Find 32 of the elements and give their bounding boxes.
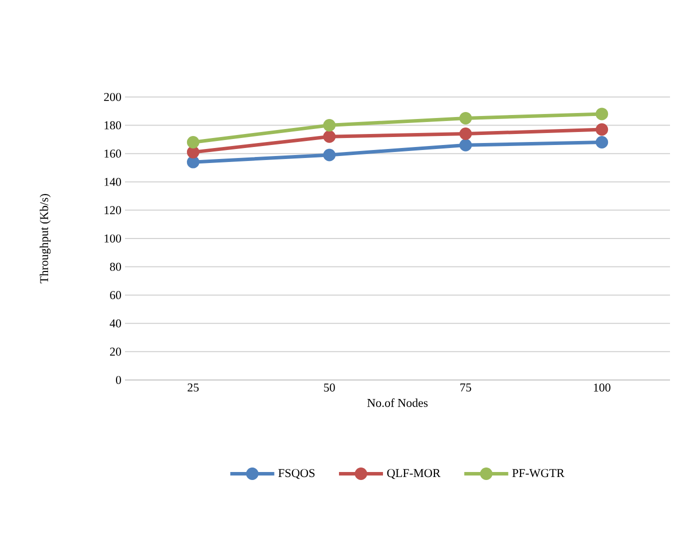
point	[323, 119, 336, 132]
y-tick-label: 40	[110, 319, 122, 328]
x-tick-label: 100	[594, 384, 610, 392]
legend-label: QLF-MOR	[387, 469, 440, 479]
legend-label: PF-WGTR	[512, 469, 564, 478]
x-axis-title: No.of Nodes	[367, 398, 428, 407]
y-tick-label: 160	[104, 150, 122, 158]
point	[596, 123, 608, 136]
point	[596, 136, 608, 148]
x-tick-label: 25	[188, 384, 199, 392]
point	[596, 108, 608, 120]
point	[186, 146, 200, 158]
x-tick-label: 75	[460, 384, 472, 392]
point	[186, 156, 200, 168]
y-axis-title: Throughput (Kb/s)	[40, 194, 51, 284]
y-tick-label: 20	[110, 348, 122, 356]
y-tick-label: 80	[110, 262, 122, 271]
point	[459, 138, 472, 152]
point	[186, 136, 200, 148]
y-tick-label: 180	[104, 121, 122, 130]
y-tick-label: 200	[104, 92, 122, 102]
point	[323, 130, 336, 143]
legend-label: FSQOS	[278, 469, 314, 479]
point	[323, 148, 336, 162]
x-tick-label: 50	[324, 384, 335, 392]
y-tick-label: 140	[104, 178, 122, 186]
y-tick-label: 120	[104, 206, 122, 214]
point	[459, 128, 472, 140]
point	[459, 112, 472, 124]
y-tick-label: 0	[116, 376, 122, 384]
y-tick-label: 100	[104, 234, 122, 243]
y-tick-label: 60	[110, 291, 122, 300]
